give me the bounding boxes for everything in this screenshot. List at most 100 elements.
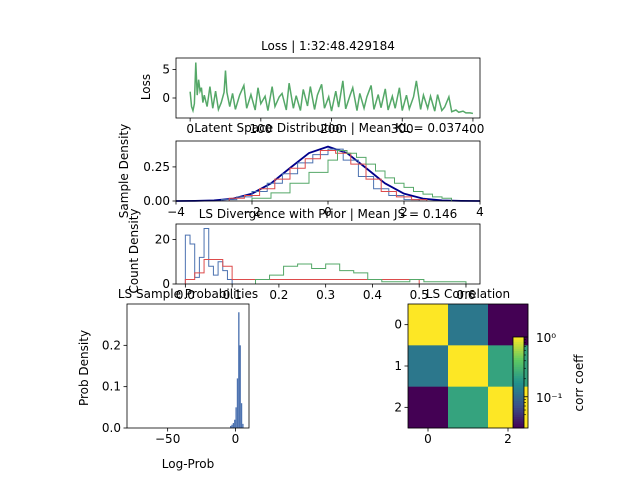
- x-tick-label: −2: [243, 205, 261, 219]
- colorbar-gradient-step: [513, 425, 524, 429]
- axes-frame: [175, 223, 481, 285]
- heatmap-cell: [448, 386, 489, 429]
- colorbar-gradient-step: [513, 339, 524, 342]
- chart-title: LS Correlation: [426, 287, 510, 301]
- plot-marks: [230, 312, 244, 428]
- correlation-heatmap: LS Correlation 0 2 0 1 2 10⁰ 10⁻¹ corr coeff: [394, 287, 586, 446]
- x-tick-label: 0.5: [410, 288, 429, 302]
- y-tick-label: 0: [162, 91, 170, 105]
- heatmap-cell: [448, 345, 489, 387]
- histogram-bar: [235, 407, 237, 428]
- sample-probabilities-plot: LS Sample Probabilities Prob Density Log…: [77, 287, 258, 471]
- chart-title: Loss | 1:32:48.429184: [261, 39, 395, 53]
- colorbar-tick-label: 10⁰: [536, 331, 556, 345]
- x-tick-label: 0: [186, 122, 194, 136]
- x-tick-label: 100: [249, 122, 272, 136]
- y-tick-label: 0.2: [102, 338, 121, 352]
- latent-space-plot: Latent Space Distribution | Mean KL = 0.…: [117, 121, 484, 219]
- x-tick-label: 0.0: [176, 288, 195, 302]
- colorbar-tick-label: 10⁻¹: [536, 391, 563, 405]
- histogram-bar: [238, 312, 240, 428]
- colorbar-gradient-step: [513, 368, 524, 372]
- colorbar-gradient-step: [513, 355, 524, 358]
- heatmap-cell: [408, 304, 449, 346]
- colorbar-gradient-step: [513, 398, 524, 402]
- heatmap-cell: [408, 386, 449, 429]
- histogram-bar: [240, 403, 243, 428]
- y-tick-label: 0.0: [102, 421, 121, 435]
- histogram-bar: [236, 378, 239, 428]
- x-tick-label: 300: [391, 122, 414, 136]
- x-tick-label: 0.2: [269, 288, 288, 302]
- colorbar-gradient-step: [513, 357, 524, 361]
- series-line-1: [184, 259, 420, 284]
- y-axis-label: Count Density: [127, 208, 141, 293]
- axes-frame: [175, 57, 481, 119]
- x-tick-label: 2: [400, 205, 408, 219]
- colorbar-gradient-step: [513, 421, 524, 424]
- y-tick-label: 1: [394, 359, 402, 373]
- colorbar-gradient-step: [513, 407, 524, 411]
- colorbar-gradient-step: [513, 382, 524, 386]
- colorbar-gradient-step: [513, 418, 524, 422]
- histogram-bar: [232, 423, 235, 428]
- x-tick-label: 0: [424, 432, 432, 446]
- colorbar-gradient-step: [513, 373, 524, 377]
- colorbar-gradient-step: [513, 366, 524, 370]
- series-line-2: [255, 263, 467, 284]
- colorbar-gradient-step: [513, 380, 524, 383]
- x-tick-label: 0.3: [316, 288, 335, 302]
- y-tick-label: 0: [394, 318, 402, 332]
- histogram-bar: [242, 423, 244, 428]
- colorbar-gradient-step: [513, 352, 524, 356]
- x-tick-label: 400: [461, 122, 484, 136]
- colorbar-gradient-step: [513, 409, 524, 413]
- axes: 0 100 200 300 400 0 5: [162, 57, 484, 136]
- series-line-0: [189, 62, 474, 115]
- colorbar-gradient-step: [513, 337, 524, 340]
- y-axis-label: Sample Density: [117, 124, 131, 218]
- colorbar-gradient-step: [513, 359, 524, 363]
- colorbar-gradient-step: [513, 400, 524, 404]
- y-tick-label: 2: [394, 400, 402, 414]
- colorbar-gradient-step: [513, 377, 524, 381]
- colorbar-gradient-step: [513, 348, 524, 352]
- histogram-bar: [230, 425, 232, 428]
- colorbar-gradient-step: [513, 371, 524, 374]
- colorbar-gradient-step: [513, 364, 524, 367]
- colorbar-gradient-step: [513, 402, 524, 406]
- series-line-3: [251, 150, 452, 201]
- x-tick-label: 2: [504, 432, 512, 446]
- colorbar-gradient-step: [513, 396, 524, 399]
- axes: 0.0 0.1 0.2 0.3 0.4 0.5 0.6 0 20: [155, 223, 481, 302]
- axes: 0 2 0 1 2: [394, 303, 529, 446]
- x-tick-label: −50: [155, 432, 180, 446]
- colorbar-gradient-step: [513, 387, 524, 390]
- colorbar-gradient-step: [513, 362, 524, 365]
- colorbar-gradient-step: [513, 412, 524, 415]
- x-tick-label: 0.4: [363, 288, 382, 302]
- axes: −4 −2 0 2 4 0.00 0.25: [143, 140, 484, 219]
- heatmap-cells: [408, 304, 529, 429]
- axes: −50 0 0.0 0.1 0.2: [102, 303, 250, 446]
- plot-marks: [189, 62, 474, 115]
- colorbar-gradient-step: [513, 393, 524, 397]
- y-tick-label: 0.25: [143, 160, 170, 174]
- colorbar-frame: [512, 336, 525, 429]
- x-tick-label: 200: [320, 122, 343, 136]
- plot-marks: [175, 145, 481, 202]
- y-tick-label: 0.00: [143, 194, 170, 208]
- heatmap-cell: [448, 304, 489, 346]
- colorbar-label: corr coeff: [572, 354, 586, 412]
- axes-frame: [126, 303, 250, 429]
- histogram-bar: [231, 424, 233, 428]
- y-tick-label: 20: [155, 233, 170, 247]
- divergence-plot: LS Divergence with Prior | Mean JS = 0.1…: [127, 207, 481, 302]
- colorbar-gradient-step: [513, 391, 524, 395]
- colorbar: 10⁰ 10⁻¹: [512, 331, 563, 429]
- colorbar-gradient-step: [513, 346, 524, 349]
- x-tick-label: −4: [167, 205, 185, 219]
- colorbar-gradient-step: [513, 389, 524, 392]
- y-axis-label: Loss: [139, 74, 153, 100]
